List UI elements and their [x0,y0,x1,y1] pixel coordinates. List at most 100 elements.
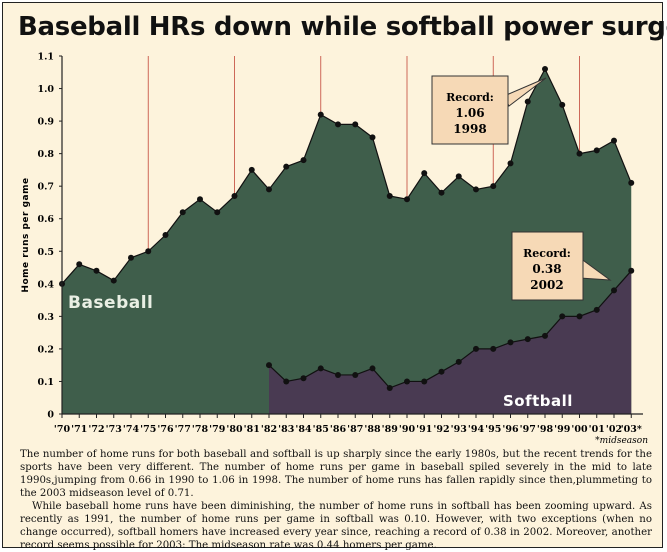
x-tick-label: '82 [261,424,277,435]
point-softball-85 [317,365,324,372]
point-baseball-77 [179,209,186,216]
y-tick-label: 0.4 [37,279,54,290]
point-softball-94 [473,345,479,352]
point-baseball-91 [421,170,428,177]
point-baseball-80 [231,192,238,199]
point-baseball-73 [110,277,117,284]
point-baseball-71 [76,261,83,268]
x-tick-label: '99 [554,424,571,435]
point-baseball-02 [611,137,617,144]
area-softball [269,270,632,414]
y-tick-label: 0.1 [37,377,54,388]
point-baseball-85 [317,111,324,118]
x-tick-label: '86 [330,424,347,435]
callout-1-value: 1.06 [455,106,484,120]
tick-labels: 0 0.1 0.2 0.3 0.4 0.5 0.6 0.7 0.8 0.9 1.0 1.1 '70'71… [37,52,641,436]
x-tick-label: '71 [71,424,87,435]
point-softball-03 [628,267,635,274]
point-baseball-03 [628,179,635,186]
x-tick-label: '96 [502,424,519,435]
point-baseball-84 [300,157,307,164]
point-baseball-75 [145,248,152,255]
point-softball-90 [404,378,410,385]
point-baseball-88 [369,134,376,141]
x-tick-label: '01 [589,424,605,435]
x-tick-label: '00 [571,424,588,435]
footnote: *midseason [595,436,648,446]
chart-title: Baseball HRs down while softball power s… [18,12,667,42]
point-softball-95 [490,345,497,352]
x-tick-label: '92 [433,424,449,435]
point-softball-99 [559,313,566,320]
series-lines [59,66,635,391]
point-baseball-01 [593,147,600,154]
y-axis-label: Home runs per game [21,177,31,292]
series-areas [62,69,632,414]
x-tick-label: '77 [175,424,191,435]
y-tick-label: 1.1 [37,52,54,63]
x-tick-label: '87 [347,424,363,435]
point-baseball-76 [162,232,169,238]
caption-paragraph-2: While baseball home runs have been dimin… [20,501,652,551]
point-baseball-82 [266,186,272,193]
callout-1-year: 1998 [453,122,486,136]
point-baseball-98 [542,66,548,73]
y-tick-label: 0.5 [37,247,54,258]
point-softball-97 [524,336,531,343]
x-tick-label: '80 [226,424,243,435]
point-baseball-93 [455,173,462,180]
caption-paragraph-1: The number of home runs for both basebal… [20,449,652,499]
axes [61,56,643,415]
x-tick-label: '73 [106,424,122,435]
x-tick-label: '94 [468,424,485,435]
point-baseball-79 [214,209,221,216]
x-tick-label: '90 [399,424,416,435]
x-tick-label: '85 [313,424,329,435]
x-tick-label: '78 [192,424,209,435]
y-tick-label: 0.8 [37,149,54,160]
x-tick-label: '70 [54,424,71,435]
point-baseball-87 [352,121,359,128]
point-baseball-83 [283,163,290,170]
area-baseball [62,69,632,414]
y-tick-label: 0.6 [37,214,54,225]
x-tick-label: '81 [244,424,260,435]
point-baseball-90 [404,196,410,203]
x-tick-label: '89 [382,424,399,435]
point-baseball-99 [559,101,566,108]
x-tick-label: '03* [621,424,642,435]
y-tick-label: 0.9 [37,117,54,128]
point-baseball-94 [473,186,479,193]
x-tick-label: '76 [157,424,174,435]
point-softball-92 [438,368,445,375]
x-tick-label: '83 [278,424,294,435]
point-baseball-92 [438,189,445,196]
x-tick-label: '95 [485,424,501,435]
point-baseball-81 [248,166,255,173]
y-tick-label: 0.7 [37,182,54,193]
y-tick-label: 1.0 [37,84,54,95]
point-softball-88 [369,365,376,372]
point-baseball-86 [335,121,341,128]
line-softball [268,270,632,389]
x-tick-label: '97 [520,424,536,435]
y-tick-label: 0.2 [37,344,54,355]
series-label-baseball: Baseball [68,293,153,313]
callout-2-heading: Record: [523,247,571,260]
point-softball-83 [283,378,290,385]
x-tick-label: '02 [606,424,622,435]
x-tick-label: '74 [123,424,140,435]
point-baseball-97 [524,98,531,105]
point-baseball-96 [507,160,514,167]
point-softball-87 [352,371,359,378]
point-softball-91 [421,378,428,385]
series-label-softball: Softball [503,392,573,410]
point-softball-01 [593,306,600,313]
point-softball-82 [266,362,272,369]
record-callout-softball: Record: 0.38 2002 [511,231,612,301]
caption: The number of home runs for both basebal… [20,448,652,552]
point-softball-84 [300,375,307,382]
point-softball-98 [542,332,548,339]
point-softball-86 [335,371,341,378]
